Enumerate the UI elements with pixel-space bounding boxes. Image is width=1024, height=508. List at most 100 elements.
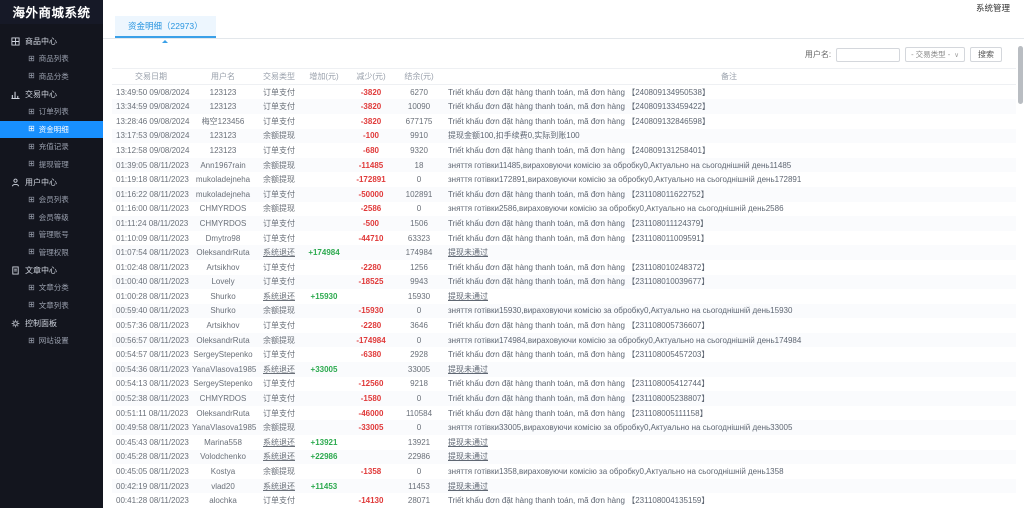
cell-transaction-date: 01:19:18 08/11/2023 xyxy=(116,175,189,185)
cell-balance: 9320 xyxy=(410,145,428,155)
cell-transaction-date: 00:57:36 08/11/2023 xyxy=(116,321,189,331)
cell-remark: зняття готівки1358,вираховуючи комісію з… xyxy=(448,467,784,477)
cell-username: 123123 xyxy=(190,99,256,114)
sidebar-item-article-category[interactable]: ⊞ 文章分类 xyxy=(0,279,103,297)
cell-username: 梅空123456 xyxy=(201,116,245,126)
cell-decrease-amount: -15930 xyxy=(346,303,396,319)
transaction-type-select-label: - 交易类型 - xyxy=(911,50,951,60)
transaction-type-select[interactable]: - 交易类型 - ∨ xyxy=(905,47,965,63)
cell-remark-link[interactable]: 提现未通过 xyxy=(442,245,1016,260)
cell-transaction-type[interactable]: 系统退还 xyxy=(256,245,302,260)
cell-decrease-amount xyxy=(346,245,396,260)
cell-remark: Triết khấu đơn đặt hàng thanh toán, mã đ… xyxy=(448,116,710,126)
cell-transaction-type: 余额提现 xyxy=(256,332,302,348)
sidebar-item-admin-account[interactable]: ⊞ 管理账号 xyxy=(0,226,103,244)
cell-username: CHMYRDOS xyxy=(199,204,247,214)
cell-transaction-type[interactable]: 系统退还 xyxy=(256,362,302,377)
sidebar-nav: 商品中心 ⊞ 商品列表 ⊞ 商品分类 交易中心 ⊞ 订单列表 ⊞ 资金明细 ⊞ 充值记录 ⊞ 提现管理 用户… xyxy=(0,24,103,350)
sidebar-item-withdraw-manage[interactable]: ⊞ 提现管理 xyxy=(0,156,103,174)
sidebar-section-user-center[interactable]: 用户中心 xyxy=(0,173,103,191)
sidebar-item-site-setting[interactable]: ⊞ 网站设置 xyxy=(0,332,103,350)
sidebar-section-product-center[interactable]: 商品中心 xyxy=(0,32,103,50)
cell-username: Kostya xyxy=(210,467,236,477)
cell-increase-amount xyxy=(302,172,346,187)
cell-balance: 10090 xyxy=(396,99,442,114)
cell-transaction-type: 订单支付 xyxy=(263,321,295,331)
cell-transaction-type[interactable]: 系统退还 xyxy=(263,291,295,301)
cell-decrease-amount: -2586 xyxy=(360,204,382,214)
cell-remark: 提现金额100,扣手续费0,实际到账100 xyxy=(442,128,1016,144)
cell-transaction-type: 余额提现 xyxy=(256,128,302,144)
cell-increase-amount xyxy=(302,231,346,246)
cell-remark-link[interactable]: 提现未通过 xyxy=(448,437,488,447)
vertical-scrollbar-thumb[interactable] xyxy=(1018,46,1023,104)
sidebar-section-control-panel[interactable]: 控制面板 xyxy=(0,314,103,332)
column-header-4: 减少(元) xyxy=(346,68,396,86)
chart-icon xyxy=(11,90,20,99)
sidebar-item-fund-detail[interactable]: ⊞ 资金明细 xyxy=(0,120,103,138)
sidebar-item-member-level[interactable]: ⊞ 会员等级 xyxy=(0,209,103,227)
cell-transaction-date: 00:41:28 08/11/2023 xyxy=(116,496,189,506)
search-button[interactable]: 搜索 xyxy=(970,47,1002,63)
cell-username: Shurko xyxy=(190,303,256,319)
cell-remark-link[interactable]: 提现未通过 xyxy=(442,362,1016,377)
cell-transaction-date: 01:07:54 08/11/2023 xyxy=(112,245,190,260)
cell-balance: 0 xyxy=(396,420,442,436)
table-row: 13:12:58 09/08/2024 123123 订单支付 -680 9320 Tri… xyxy=(112,143,1016,158)
main-area: 系统管理 资金明细（22973） 用户名: - 交易类型 - ∨ 搜索 交易日期… xyxy=(103,0,1024,508)
sidebar-item-label: 文章列表 xyxy=(38,300,69,310)
sidebar-item-recharge-record[interactable]: ⊞ 充值记录 xyxy=(0,138,103,156)
sidebar-item-admin-permission[interactable]: ⊞ 管理权限 xyxy=(0,244,103,262)
cell-transaction-type: 订单支付 xyxy=(263,116,295,126)
column-header-2: 交易类型 xyxy=(256,68,302,86)
sidebar-item-label: 会员列表 xyxy=(38,195,69,205)
cell-transaction-type[interactable]: 系统退还 xyxy=(256,449,302,465)
cell-transaction-date: 00:49:58 08/11/2023 xyxy=(112,420,190,436)
cell-transaction-type: 订单支付 xyxy=(263,233,295,243)
cell-remark: зняття готівки33005,вираховуючи комісію … xyxy=(442,420,1016,436)
cell-decrease-amount: -44710 xyxy=(358,233,384,243)
cell-balance: 0 xyxy=(416,204,422,214)
cell-transaction-type: 订单支付 xyxy=(256,216,302,231)
system-manage-menu[interactable]: 系统管理 xyxy=(975,2,1010,13)
cell-transaction-type: 订单支付 xyxy=(263,408,295,418)
cell-increase-amount xyxy=(302,332,346,348)
sidebar-item-member-list[interactable]: ⊞ 会员列表 xyxy=(0,191,103,209)
cell-remark: зняття готівки174984,вираховуючи комісію… xyxy=(442,332,1016,348)
cell-decrease-amount: -100 xyxy=(346,128,396,144)
tab-fund-detail[interactable]: 资金明细（22973） xyxy=(115,16,216,39)
sidebar-section-label: 控制面板 xyxy=(25,318,57,328)
cell-remark-link[interactable]: 提现未通过 xyxy=(442,449,1016,465)
sidebar-section-article-center[interactable]: 文章中心 xyxy=(0,261,103,279)
cell-transaction-type[interactable]: 系统退还 xyxy=(256,478,302,494)
cell-remark-link[interactable]: 提现未通过 xyxy=(448,291,488,301)
cell-username: Artsikhov xyxy=(206,321,240,331)
cell-username: 123123 xyxy=(209,87,237,97)
cell-transaction-type[interactable]: 系统退还 xyxy=(263,437,295,447)
cell-remark-link[interactable]: 提现未通过 xyxy=(442,478,1016,494)
username-filter-input[interactable] xyxy=(836,47,901,62)
cell-transaction-date: 13:12:58 09/08/2024 xyxy=(116,145,190,155)
cell-transaction-date: 01:00:28 08/11/2023 xyxy=(116,291,189,301)
sidebar-item-product-category[interactable]: ⊞ 商品分类 xyxy=(0,68,103,86)
cell-transaction-date: 00:59:40 08/11/2023 xyxy=(112,303,190,319)
sidebar-section-label: 用户中心 xyxy=(25,177,57,187)
table-row: 01:19:18 08/11/2023 mukoladejneha 余额提现 -172… xyxy=(112,172,1016,187)
sidebar-item-product-list[interactable]: ⊞ 商品列表 xyxy=(0,50,103,68)
cell-balance: 0 xyxy=(416,467,422,477)
table-row: 01:10:09 08/11/2023 Dmytro98 订单支付 -44710 633… xyxy=(112,231,1016,246)
cell-transaction-type: 余额提现 xyxy=(256,420,302,436)
sidebar-item-order-list[interactable]: ⊞ 订单列表 xyxy=(0,103,103,121)
sidebar-section-trade-center[interactable]: 交易中心 xyxy=(0,85,103,103)
table-header-row: 交易日期 用户名 交易类型 增加(元) 减少(元) 结余(元) 备注 xyxy=(112,68,1016,86)
sidebar-item-label: 商品列表 xyxy=(38,54,69,64)
sidebar-item-label: 管理权限 xyxy=(38,247,69,257)
cell-decrease-amount: -3820 xyxy=(360,116,382,126)
cell-transaction-date: 01:00:40 08/11/2023 xyxy=(112,274,190,290)
expand-plus-icon: ⊞ xyxy=(28,124,35,134)
expand-plus-icon: ⊞ xyxy=(28,71,35,81)
cell-transaction-date: 01:16:00 08/11/2023 xyxy=(116,204,189,214)
sidebar-item-article-list[interactable]: ⊞ 文章列表 xyxy=(0,297,103,315)
cell-remark: Triết khấu đơn đặt hàng thanh toán, mã đ… xyxy=(448,262,710,272)
